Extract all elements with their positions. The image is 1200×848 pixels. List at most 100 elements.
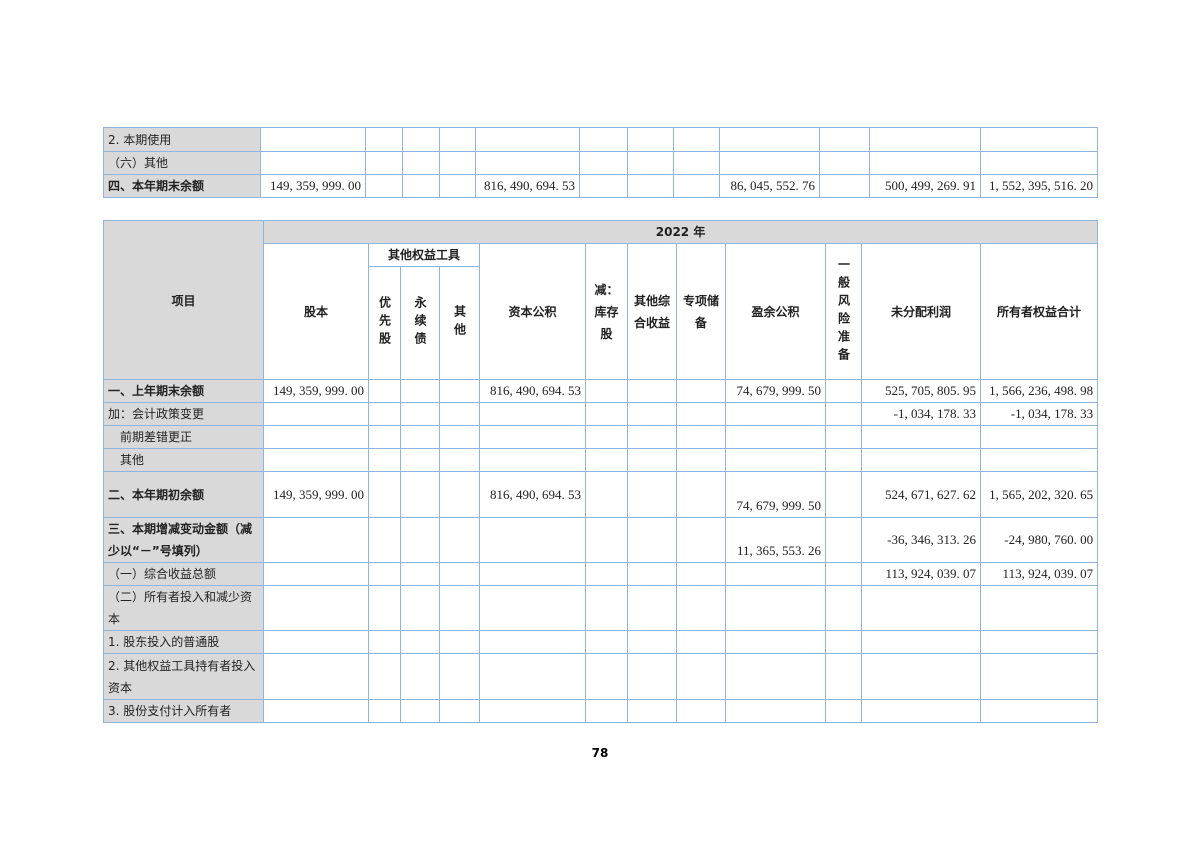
value-cell	[263, 517, 369, 563]
equity-table-prior: 2. 本期使用 （六）其他 四、本年期末余额 149, 359, 999. 00 816…	[103, 127, 1098, 198]
value-cell	[627, 174, 674, 198]
value-cell	[627, 425, 677, 449]
value-cell	[365, 151, 403, 175]
table-row: 2. 其他权益工具持有者投入资本	[103, 653, 1099, 700]
value-cell	[260, 127, 366, 152]
value-cell	[400, 471, 440, 518]
value-cell	[819, 174, 870, 198]
value-cell	[980, 127, 1098, 152]
value-cell	[725, 653, 826, 700]
col-header: 盈余公积	[725, 243, 826, 380]
value-cell: 1, 552, 395, 516. 20	[980, 174, 1098, 198]
value-cell: 816, 490, 694. 53	[475, 174, 580, 198]
value-cell	[825, 562, 862, 586]
value-cell	[263, 402, 369, 426]
value-cell	[627, 562, 677, 586]
value-cell	[263, 630, 369, 654]
value-cell	[825, 471, 862, 518]
value-cell: 149, 359, 999. 00	[263, 379, 369, 403]
value-cell	[263, 448, 369, 472]
value-cell	[368, 379, 401, 403]
table-row: （二）所有者投入和减少资本	[103, 585, 1099, 631]
row-label: 其他	[103, 448, 264, 472]
value-cell: 524, 671, 627. 62	[861, 471, 981, 518]
value-cell	[402, 151, 440, 175]
col-header: 未分配利润	[861, 243, 981, 380]
row-label: （一）综合收益总额	[103, 562, 264, 586]
value-cell: 816, 490, 694. 53	[479, 379, 586, 403]
col-header: 资本公积	[479, 243, 586, 380]
value-cell	[439, 151, 476, 175]
value-cell	[627, 402, 677, 426]
value-cell	[825, 585, 862, 631]
col-header: 减：库存股	[585, 243, 628, 380]
row-label: 2. 其他权益工具持有者投入资本	[103, 653, 264, 700]
value-cell	[725, 402, 826, 426]
value-cell	[475, 127, 580, 152]
value-cell	[400, 448, 440, 472]
value-cell: -36, 346, 313. 26	[861, 517, 981, 563]
value-cell	[825, 699, 862, 723]
value-cell	[825, 402, 862, 426]
value-cell	[585, 699, 628, 723]
value-cell	[400, 585, 440, 631]
value-cell	[676, 653, 726, 700]
table-row: 前期差错更正	[103, 425, 1099, 449]
value-cell	[368, 448, 401, 472]
value-cell	[479, 653, 586, 700]
value-cell	[627, 379, 677, 403]
value-cell	[439, 425, 480, 449]
value-cell	[439, 448, 480, 472]
value-cell	[368, 471, 401, 518]
value-cell	[861, 653, 981, 700]
value-cell	[725, 699, 826, 723]
table-row: 1. 股东投入的普通股	[103, 630, 1099, 654]
table-row: 三、本期增减变动金额（减少以“－”号填列） 11, 365, 553. 26 -36…	[103, 517, 1099, 563]
value-cell	[676, 585, 726, 631]
value-cell	[585, 448, 628, 472]
value-cell	[439, 517, 480, 563]
value-cell	[400, 379, 440, 403]
value-cell	[627, 517, 677, 563]
value-cell	[579, 151, 628, 175]
value-cell	[825, 425, 862, 449]
value-cell: -1, 034, 178. 33	[861, 402, 981, 426]
value-cell	[676, 562, 726, 586]
col-header: 优先股	[368, 266, 401, 380]
value-cell	[439, 699, 480, 723]
table-row: 二、本年期初余额 149, 359, 999. 00 816, 490, 694. …	[103, 471, 1099, 518]
value-cell: -24, 980, 760. 00	[979, 517, 1099, 563]
value-cell	[627, 585, 677, 631]
value-cell	[439, 127, 476, 152]
value-cell	[475, 151, 580, 175]
row-label: 2. 本期使用	[103, 127, 261, 152]
value-cell: 74, 679, 999. 50	[725, 379, 826, 403]
value-cell	[861, 425, 981, 449]
value-cell	[585, 471, 628, 518]
value-cell	[627, 471, 677, 518]
value-cell	[585, 630, 628, 654]
value-cell	[263, 425, 369, 449]
value-cell	[627, 653, 677, 700]
table-row: 3. 股份支付计入所有者	[103, 699, 1099, 723]
value-cell	[825, 630, 862, 654]
value-cell	[439, 402, 480, 426]
col-header: 其他	[439, 266, 480, 380]
value-cell	[627, 448, 677, 472]
col-header: 股本	[263, 243, 369, 380]
value-cell	[673, 174, 720, 198]
value-cell	[402, 127, 440, 152]
value-cell	[979, 699, 1099, 723]
col-header: 其他综合收益	[627, 243, 677, 380]
value-cell	[676, 402, 726, 426]
value-cell: 11, 365, 553. 26	[725, 517, 826, 563]
value-cell	[579, 127, 628, 152]
value-cell	[263, 699, 369, 723]
value-cell	[479, 562, 586, 586]
value-cell	[861, 585, 981, 631]
value-cell	[365, 127, 403, 152]
value-cell	[825, 448, 862, 472]
table-row: 加：会计政策变更 -1, 034, 178. 33 -1, 034, 178. 33	[103, 402, 1099, 426]
table-row: 一、上年期末余额 149, 359, 999. 00 816, 490, 694. …	[103, 379, 1099, 403]
value-cell	[260, 151, 366, 175]
